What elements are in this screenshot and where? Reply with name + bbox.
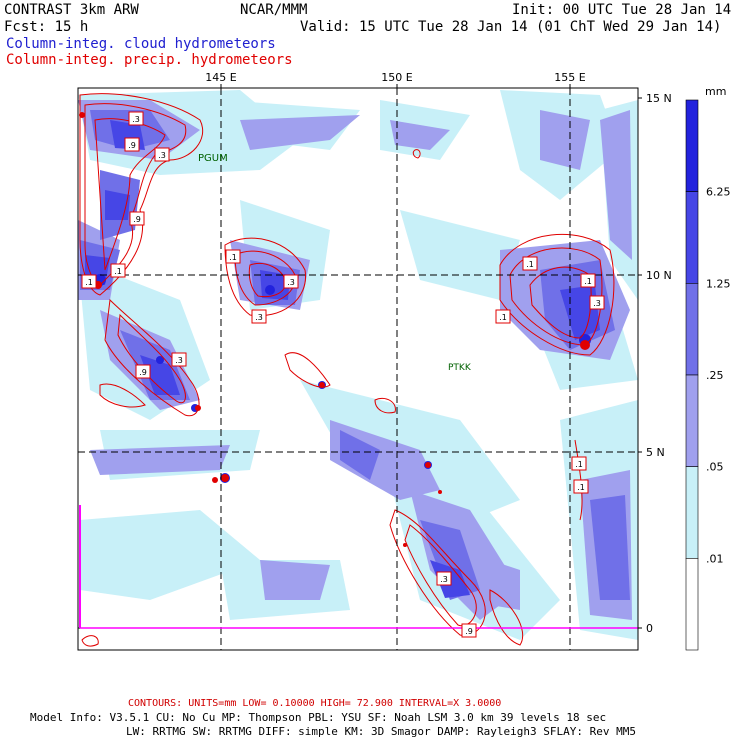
contour-info: CONTOURS: UNITS=mm LOW= 0.10000 HIGH= 72…	[128, 698, 502, 709]
contour-label-box	[495, 309, 511, 324]
contour-label-box	[573, 479, 589, 494]
lon-label-155: 155 E	[554, 71, 585, 84]
color-bar: mm 6.25 1.25 .25 .05 .01	[685, 85, 731, 651]
map-frame	[77, 87, 639, 651]
contour-label-box	[580, 273, 596, 288]
contour-label: .1	[85, 278, 93, 287]
contour-label-box	[129, 211, 145, 226]
contour-label: .3	[287, 278, 295, 287]
contour-label: .1	[584, 277, 592, 286]
lon-label-150: 150 E	[381, 71, 412, 84]
contour-label: .1	[499, 313, 507, 322]
colorbar-units: mm	[705, 85, 726, 98]
contour-label-box	[124, 137, 140, 152]
contour-label: .1	[114, 267, 122, 276]
colorbar-swatch	[685, 374, 699, 467]
lat-label-5n: 5 N	[646, 446, 665, 459]
contour-label-box	[589, 295, 605, 310]
lat-label-10n: 10 N	[646, 269, 672, 282]
colorbar-level-label: .01	[706, 552, 724, 565]
contour-label-box	[436, 571, 452, 586]
contour-label: .9	[128, 141, 136, 150]
contour-label-box	[128, 111, 144, 126]
station-pgum: PGUM	[198, 153, 228, 164]
precip-contours	[79, 93, 615, 647]
precip-cores	[79, 112, 590, 547]
contour-label-box	[461, 623, 477, 638]
contour-label-box	[225, 249, 241, 264]
lat-label-15n: 15 N	[646, 92, 672, 105]
contour-label: .1	[575, 460, 583, 469]
contour-label-box	[251, 309, 267, 324]
contour-label: .3	[132, 115, 140, 124]
contour-label-box	[135, 364, 151, 379]
colorbar-swatch	[685, 558, 699, 651]
contour-label-box	[171, 352, 187, 367]
contour-label-box	[81, 274, 97, 289]
colorbar-swatch	[685, 283, 699, 376]
contour-label: .3	[158, 151, 166, 160]
model-title: CONTRAST 3km ARW	[4, 2, 139, 18]
contour-label: .3	[255, 313, 263, 322]
colorbar-swatch	[685, 466, 699, 559]
contour-label: .3	[593, 299, 601, 308]
contour-label: .1	[526, 260, 534, 269]
colorbar-level-label: .25	[706, 369, 724, 382]
contour-label: .3	[175, 356, 183, 365]
contour-label-box	[154, 147, 170, 162]
contour-labels: .3 .9 .3 .9 .1 .1 .3 .1 .3 .9 .3 .1 .1 .1 .3 .1 .1 .3 .9	[81, 111, 605, 638]
colorbar-swatch	[685, 99, 699, 192]
forecast-hour: Fcst: 15 h	[4, 19, 89, 35]
valid-time: Valid: 15 UTC Tue 28 Jan 14 (01 ChT Wed …	[300, 19, 722, 35]
model-info-line1: Model Info: V3.5.1 CU: No Cu MP: Thompso…	[30, 711, 607, 724]
field2-title: Column-integ. precip. hydrometeors	[6, 52, 293, 68]
model-info-line2: LW: RRTMG SW: RRTMG DIFF: simple KM: 3D …	[126, 725, 636, 738]
init-time: Init: 00 UTC Tue 28 Jan 14	[512, 2, 732, 18]
contour-label: .1	[229, 253, 237, 262]
contour-label: .9	[133, 215, 141, 224]
lon-label-145: 145 E	[205, 71, 236, 84]
contour-label: .9	[465, 627, 473, 636]
contour-label-box	[283, 274, 299, 289]
contour-label-box	[522, 256, 538, 271]
contour-label: .9	[139, 368, 147, 377]
contour-label-box	[110, 263, 126, 278]
colorbar-level-label: 6.25	[706, 186, 731, 199]
contour-label: .3	[440, 575, 448, 584]
colorbar-swatch	[685, 191, 699, 284]
contour-label: .1	[577, 483, 585, 492]
colorbar-level-label: .05	[706, 461, 724, 474]
field1-title: Column-integ. cloud hydrometeors	[6, 36, 276, 52]
station-ptkk: PTKK	[448, 363, 472, 373]
colorbar-level-label: 1.25	[706, 277, 731, 290]
contour-label-box	[571, 456, 587, 471]
organization: NCAR/MMM	[240, 2, 308, 18]
lat-label-0: 0	[646, 622, 653, 635]
